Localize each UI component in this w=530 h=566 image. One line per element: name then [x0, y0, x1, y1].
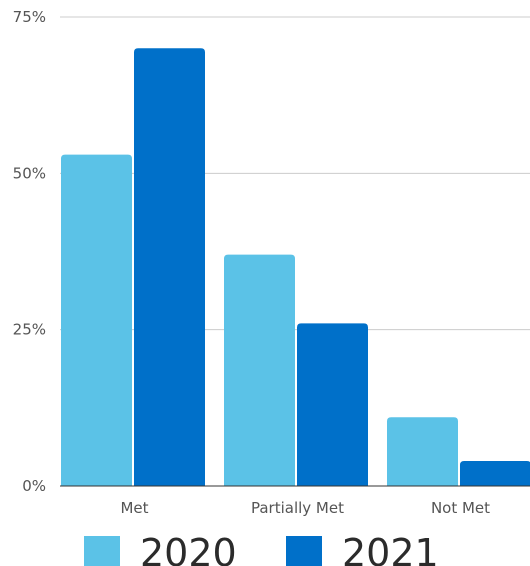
bars [61, 48, 530, 487]
legend-label-2021: 2021 [342, 531, 439, 566]
y-axis-tick-labels: 0% 25% 50% 75% [13, 8, 46, 495]
legend-swatch-2020 [84, 536, 120, 566]
x-axis-tick-labels: Met Partially Met Not Met [120, 499, 490, 517]
x-tick-label: Not Met [431, 499, 490, 517]
bar-2020-partially-met [224, 254, 295, 486]
bar-2021-not-met [460, 460, 530, 486]
y-tick-label: 50% [13, 164, 46, 182]
legend: 2020 2021 [84, 531, 439, 566]
x-tick-label: Met [120, 499, 148, 517]
bar-2021-partially-met [297, 323, 368, 486]
legend-label-2020: 2020 [140, 531, 237, 566]
y-tick-label: 25% [13, 321, 46, 339]
y-tick-label: 0% [22, 477, 46, 495]
bar-2020-met [61, 154, 132, 486]
bar-2021-met [134, 48, 205, 487]
bar-2020-not-met [387, 417, 458, 486]
y-tick-label: 75% [13, 8, 46, 26]
legend-swatch-2021 [286, 536, 322, 566]
x-tick-label: Partially Met [251, 499, 344, 517]
